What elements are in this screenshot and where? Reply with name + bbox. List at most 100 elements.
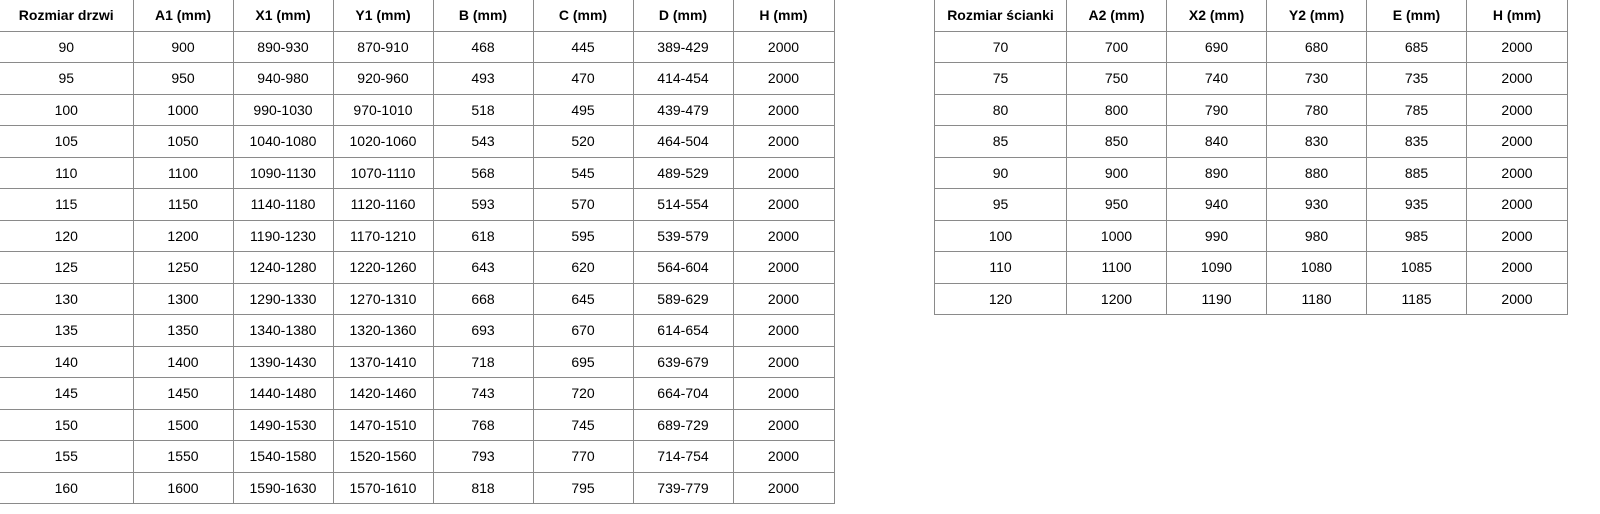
table-cell: 1200 (1066, 282, 1167, 315)
table-cell: 930 (1266, 188, 1367, 221)
table-cell: 1090 (1166, 251, 1267, 284)
table-cell: 970-1010 (332, 93, 434, 126)
table-cell: 940-980 (232, 62, 334, 95)
table-cell: 545 (532, 156, 634, 189)
table-cell: 950 (132, 62, 234, 95)
table-cell: 2000 (732, 314, 835, 347)
table-cell: 90 (934, 156, 1067, 189)
table-cell: 1440-1480 (232, 377, 334, 410)
table-cell: 990 (1166, 219, 1267, 252)
table-cell: 835 (1366, 125, 1467, 158)
column-header: Y2 (mm) (1266, 0, 1367, 32)
column-header: X1 (mm) (232, 0, 334, 32)
table-cell: 110 (934, 251, 1067, 284)
table-cell: 750 (1066, 62, 1167, 95)
table-cell: 414-454 (632, 62, 734, 95)
table-cell: 2000 (732, 125, 835, 158)
column-header: A1 (mm) (132, 0, 234, 32)
table-cell: 880 (1266, 156, 1367, 189)
table-cell: 155 (0, 440, 134, 473)
table-cell: 2000 (732, 251, 835, 284)
table-cell: 1000 (132, 93, 234, 126)
table-cell: 2000 (1466, 93, 1568, 126)
table-cell: 2000 (732, 30, 835, 63)
table-cell: 1370-1410 (332, 345, 434, 378)
table-cell: 614-654 (632, 314, 734, 347)
table-cell: 1020-1060 (332, 125, 434, 158)
table-row: 160 1600 1590-1630 1570-1610 818 795 739-779 20… (0, 471, 835, 504)
table-cell: 714-754 (632, 440, 734, 473)
table-cell: 1290-1330 (232, 282, 334, 315)
table-cell: 564-604 (632, 251, 734, 284)
door-size-table: Rozmiar drzwi A1 (mm) X1 (mm) Y1 (mm) B (mm)… (0, 0, 835, 504)
table-cell: 890 (1166, 156, 1267, 189)
table-cell: 1150 (132, 188, 234, 221)
table-row: 125 1250 1240-1280 1220-1260 643 620 564-604 20… (0, 251, 835, 284)
table-cell: 1090-1130 (232, 156, 334, 189)
column-header: H (mm) (732, 0, 835, 32)
table-cell: 1590-1630 (232, 471, 334, 504)
table-cell: 985 (1366, 219, 1467, 252)
table-cell: 145 (0, 377, 134, 410)
table-cell: 718 (432, 345, 534, 378)
table-cell: 514-554 (632, 188, 734, 221)
table-cell: 690 (1166, 30, 1267, 63)
table-cell: 105 (0, 125, 134, 158)
table-row: 105 1050 1040-1080 1020-1060 543 520 464-504 20… (0, 125, 835, 158)
table-cell: 1390-1430 (232, 345, 334, 378)
table-cell: 2000 (732, 156, 835, 189)
table-cell: 1190 (1166, 282, 1267, 315)
table-cell: 670 (532, 314, 634, 347)
table-cell: 950 (1066, 188, 1167, 221)
table-cell: 668 (432, 282, 534, 315)
table-cell: 1120-1160 (332, 188, 434, 221)
table-cell: 439-479 (632, 93, 734, 126)
table-cell: 1220-1260 (332, 251, 434, 284)
column-header: Y1 (mm) (332, 0, 434, 32)
table-cell: 693 (432, 314, 534, 347)
table-cell: 2000 (1466, 251, 1568, 284)
table-cell: 685 (1366, 30, 1467, 63)
table-cell: 1490-1530 (232, 408, 334, 441)
table-cell: 1100 (1066, 251, 1167, 284)
table-cell: 2000 (1466, 62, 1568, 95)
table-cell: 2000 (732, 377, 835, 410)
table-cell: 1550 (132, 440, 234, 473)
table-cell: 800 (1066, 93, 1167, 126)
table-cell: 595 (532, 219, 634, 252)
table-row: 85 850 840 830 835 2000 (934, 125, 1568, 158)
table-row: 95 950 940 930 935 2000 (934, 188, 1568, 221)
table-cell: 2000 (1466, 156, 1568, 189)
header-row: Rozmiar ścianki A2 (mm) X2 (mm) Y2 (mm) E (m… (934, 0, 1568, 32)
table-cell: 1400 (132, 345, 234, 378)
table-cell: 100 (0, 93, 134, 126)
column-header: B (mm) (432, 0, 534, 32)
table-cell: 2000 (732, 440, 835, 473)
table-cell: 1085 (1366, 251, 1467, 284)
table-row: 150 1500 1490-1530 1470-1510 768 745 689-729 20… (0, 408, 835, 441)
table-cell: 695 (532, 345, 634, 378)
table-row: 130 1300 1290-1330 1270-1310 668 645 589-629 20… (0, 282, 835, 315)
table-cell: 2000 (732, 282, 835, 315)
table-cell: 70 (934, 30, 1067, 63)
table-cell: 730 (1266, 62, 1367, 95)
table-cell: 135 (0, 314, 134, 347)
table-cell: 593 (432, 188, 534, 221)
table-row: 120 1200 1190-1230 1170-1210 618 595 539-579 20… (0, 219, 835, 252)
column-header: E (mm) (1366, 0, 1467, 32)
table-cell: 743 (432, 377, 534, 410)
table-cell: 80 (934, 93, 1067, 126)
header-row: Rozmiar drzwi A1 (mm) X1 (mm) Y1 (mm) B (mm)… (0, 0, 835, 32)
table-row: 90 900 890-930 870-910 468 445 389-429 2000 (0, 30, 835, 63)
table-cell: 2000 (1466, 125, 1568, 158)
table-cell: 818 (432, 471, 534, 504)
table-cell: 543 (432, 125, 534, 158)
table-cell: 2000 (732, 93, 835, 126)
table-cell: 1200 (132, 219, 234, 252)
table-cell: 389-429 (632, 30, 734, 63)
table-cell: 795 (532, 471, 634, 504)
table-cell: 1100 (132, 156, 234, 189)
table-cell: 2000 (732, 188, 835, 221)
column-header: C (mm) (532, 0, 634, 32)
wall-size-table: Rozmiar ścianki A2 (mm) X2 (mm) Y2 (mm) E (m… (934, 0, 1568, 315)
